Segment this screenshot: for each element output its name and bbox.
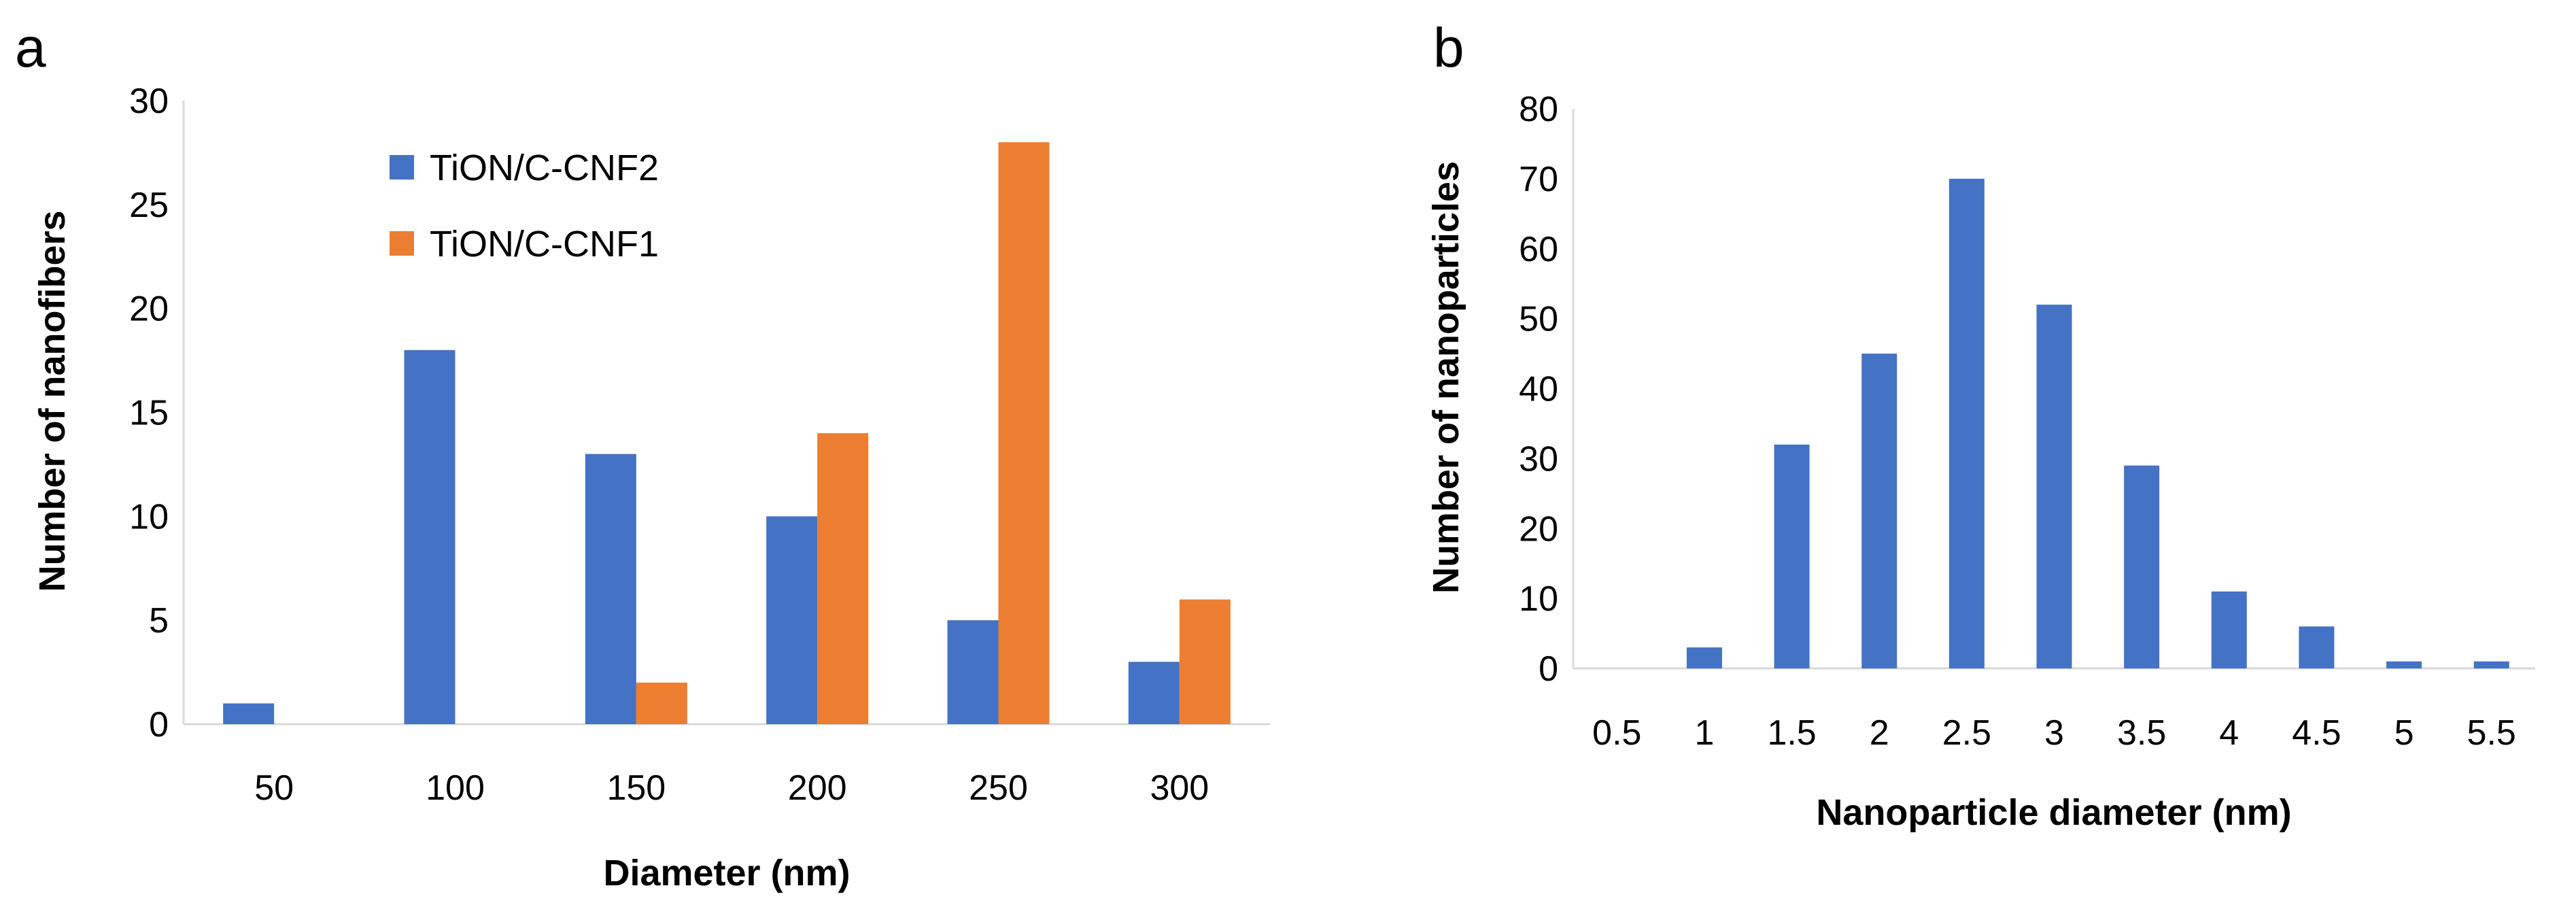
bar — [2036, 305, 2072, 668]
x-tick-label: 2 — [1870, 713, 1889, 753]
y-axis-title-a: Number of nanofibers — [32, 210, 73, 592]
bar — [585, 454, 636, 724]
x-ticks-a: 50 100 150 200 250 300 — [254, 768, 1209, 808]
y-tick-label: 20 — [129, 290, 169, 329]
y-tick-label: 70 — [1519, 160, 1558, 199]
y-tick-label: 80 — [1519, 90, 1558, 129]
bars-a — [223, 142, 1231, 725]
x-tick-label: 250 — [969, 768, 1028, 808]
bar — [817, 433, 869, 724]
x-tick-label: 4 — [2219, 713, 2239, 753]
legend-a: TiON/C-CNF2 TiON/C-CNF1 — [390, 148, 659, 265]
x-tick-label: 5.5 — [2467, 713, 2516, 753]
legend-label-cnf2: TiON/C-CNF2 — [430, 148, 659, 188]
x-tick-label: 300 — [1150, 768, 1209, 808]
legend-swatch-cnf2 — [390, 155, 414, 180]
x-tick-label: 3 — [2044, 713, 2064, 753]
x-tick-label: 2.5 — [1942, 713, 1991, 753]
x-tick-label: 0.5 — [1592, 713, 1641, 753]
bar — [1686, 647, 1722, 668]
bar — [1128, 662, 1180, 724]
y-tick-label: 20 — [1519, 509, 1558, 549]
y-tick-label: 40 — [1519, 370, 1558, 409]
y-tick-label: 10 — [129, 497, 169, 536]
bars-b — [1686, 178, 2509, 668]
panel-label-a: a — [15, 17, 46, 79]
y-tick-label: 15 — [129, 394, 169, 433]
bar — [766, 516, 818, 724]
legend-swatch-cnf1 — [390, 231, 414, 256]
bar — [2211, 591, 2247, 668]
y-tick-label: 0 — [149, 705, 169, 745]
bar — [1774, 444, 1810, 668]
x-tick-label: 1 — [1694, 713, 1714, 753]
bar — [1179, 599, 1231, 724]
bar — [404, 350, 456, 724]
chart-a: a Number of nanofibers Diameter (nm) 0 5 1… — [15, 17, 1270, 893]
y-ticks-a: 0 5 10 15 20 25 30 — [129, 82, 169, 745]
bar — [1861, 354, 1897, 668]
bar — [223, 703, 275, 724]
y-ticks-b: 0 10 20 30 40 50 60 70 80 — [1519, 90, 1558, 689]
y-tick-label: 30 — [129, 82, 169, 121]
y-axis-title-b: Number of nanoparticles — [1426, 161, 1466, 594]
y-tick-label: 25 — [129, 186, 169, 225]
legend-label-cnf1: TiON/C-CNF1 — [430, 224, 659, 265]
x-axis-title-a: Diameter (nm) — [603, 853, 850, 893]
bar — [2124, 465, 2160, 668]
bar — [947, 620, 999, 724]
x-tick-label: 1.5 — [1767, 713, 1816, 753]
bar — [2473, 661, 2509, 668]
y-tick-label: 30 — [1519, 439, 1558, 479]
x-tick-label: 4.5 — [2292, 713, 2341, 753]
bar — [636, 682, 687, 724]
bar — [2299, 626, 2335, 668]
x-tick-label: 100 — [426, 768, 485, 808]
x-ticks-b: 0.5 1 1.5 2 2.5 3 3.5 4 4.5 5 5.5 — [1592, 713, 2516, 753]
bar — [998, 142, 1050, 725]
x-axis-title-b: Nanoparticle diameter (nm) — [1816, 792, 2291, 833]
bar — [2386, 661, 2422, 668]
y-tick-label: 5 — [149, 601, 169, 641]
panel-label-b: b — [1433, 17, 1464, 79]
bar — [1948, 178, 1985, 668]
x-tick-label: 200 — [788, 768, 847, 808]
y-tick-label: 0 — [1539, 649, 1558, 689]
x-tick-label: 150 — [606, 768, 666, 808]
y-tick-label: 60 — [1519, 230, 1558, 269]
x-tick-label: 5 — [2394, 713, 2414, 753]
y-tick-label: 50 — [1519, 300, 1558, 339]
chart-b: b Number of nanoparticles Nanoparticle d… — [1426, 17, 2535, 833]
x-tick-label: 50 — [254, 768, 294, 808]
x-tick-label: 3.5 — [2117, 713, 2166, 753]
y-tick-label: 10 — [1519, 579, 1558, 619]
